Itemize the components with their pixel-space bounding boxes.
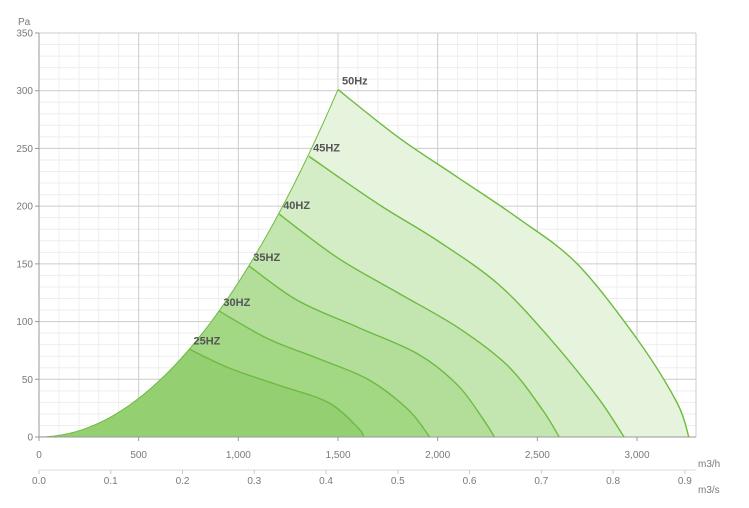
x-tick-label: 2,500: [525, 450, 550, 461]
y-axis-label: Pa: [18, 17, 31, 28]
curve-50hz: [337, 89, 690, 438]
curve-25hz: [189, 348, 365, 438]
y-tick-label: 150: [16, 259, 33, 270]
x2-tick-label: 0.9: [678, 476, 692, 487]
x2-tick-label: 0.3: [247, 476, 261, 487]
curve-labels: 50Hz 45HZ 40HZ 35HZ 30HZ 25HZ: [193, 76, 368, 348]
curve-40hz: [278, 213, 560, 438]
x-unit-secondary: m3/s: [698, 485, 720, 496]
x-tick-label: 0: [36, 450, 42, 461]
x-tick-label: 2,000: [425, 450, 450, 461]
x-tick-label: 3,000: [624, 450, 649, 461]
y-tick-label: 200: [16, 202, 33, 213]
x-tick-label: 1,500: [325, 450, 350, 461]
curve-30hz: [219, 310, 431, 438]
curve-45hz: [308, 155, 625, 438]
y-tick-label: 250: [16, 144, 33, 155]
y-tick-label: 100: [16, 317, 33, 328]
x2-tick-label: 0.8: [606, 476, 620, 487]
y-tick-label: 350: [16, 29, 33, 40]
curve-label-45hz: 45HZ: [313, 143, 340, 155]
curves: [38, 89, 690, 438]
curve-label-35hz: 35HZ: [253, 252, 280, 264]
y-tick-label: 50: [22, 375, 34, 386]
curve-label-40hz: 40HZ: [283, 200, 310, 212]
x2-tick-label: 0.7: [534, 476, 548, 487]
curve-label-30hz: 30HZ: [223, 297, 250, 309]
curve-label-25hz: 25HZ: [193, 335, 220, 347]
y-tick-label: 0: [27, 433, 33, 444]
area-fills: [39, 89, 689, 438]
x-unit-primary: m3/h: [698, 459, 720, 470]
system-curve: [38, 89, 339, 438]
x2-tick-label: 0.0: [32, 476, 46, 487]
area-25hz: [39, 348, 364, 437]
x-tick-label: 500: [130, 450, 147, 461]
curve-label-50hz: 50Hz: [342, 76, 368, 88]
x2-tick-label: 0.2: [176, 476, 190, 487]
x2-tick-label: 0.1: [104, 476, 118, 487]
curve-35hz: [248, 265, 496, 438]
x2-tick-label: 0.4: [319, 476, 333, 487]
y-tick-label: 300: [16, 86, 33, 97]
x-tick-label: 1,000: [226, 450, 251, 461]
x2-tick-label: 0.6: [463, 476, 477, 487]
x2-tick-label: 0.5: [391, 476, 405, 487]
